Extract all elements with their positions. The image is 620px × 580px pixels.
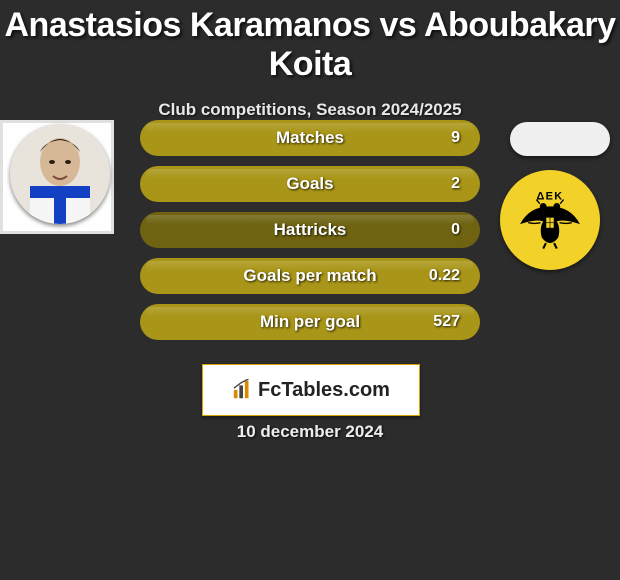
player-left-avatar: [10, 124, 110, 224]
stat-row: Goals 2: [140, 166, 480, 202]
brand-box: FcTables.com: [202, 364, 420, 416]
date-line: 10 december 2024: [0, 422, 620, 442]
brand-label: FcTables.com: [258, 379, 390, 402]
bar-chart-icon: [232, 379, 254, 401]
stat-right-value: 527: [410, 313, 460, 331]
stat-row: Hattricks 0: [140, 212, 480, 248]
page-title: Anastasios Karamanos vs Aboubakary Koita: [0, 0, 620, 84]
stat-row: Min per goal 527: [140, 304, 480, 340]
stats-list: Matches 9 Goals 2 Hattricks 0 Goals per …: [140, 120, 480, 350]
club-right-crest: ΔEK: [500, 170, 600, 270]
infographic-root: Anastasios Karamanos vs Aboubakary Koita…: [0, 0, 620, 580]
aek-eagle-icon: ΔEK: [516, 186, 584, 254]
svg-text:ΔEK: ΔEK: [536, 191, 563, 203]
page-subtitle: Club competitions, Season 2024/2025: [0, 100, 620, 120]
stat-right-value: 2: [410, 175, 460, 193]
stat-right-value: 0: [410, 221, 460, 239]
player-silhouette-icon: [10, 124, 110, 224]
stat-row: Goals per match 0.22: [140, 258, 480, 294]
stat-right-value: 0.22: [410, 267, 460, 285]
stat-row: Matches 9: [140, 120, 480, 156]
player-right-avatar: [510, 122, 610, 156]
stat-right-value: 9: [410, 129, 460, 147]
